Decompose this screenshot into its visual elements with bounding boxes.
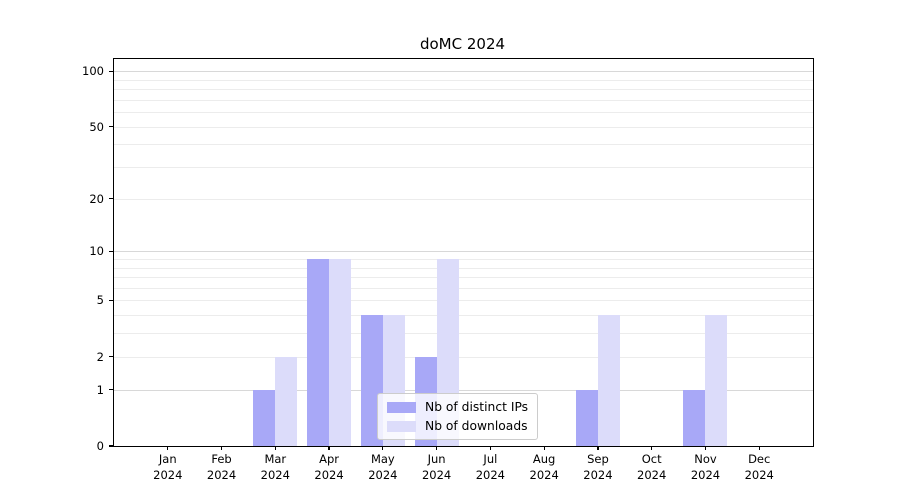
y-tick [109,299,113,302]
bar [683,389,706,446]
legend-item-downloads: Nb of downloads [387,419,528,433]
gridline-minor [114,267,813,269]
y-tick [109,389,113,391]
y-tick-label: 50 [89,119,104,134]
y-tick-label: 5 [96,293,104,308]
x-tick [651,446,653,450]
y-tick [109,198,113,200]
gridline-minor [114,167,813,169]
gridline-minor [114,144,813,146]
x-tick [704,446,707,450]
gridline-minor [114,99,813,101]
x-tick [436,446,438,450]
x-tick [489,446,491,450]
y-tick-label: 2 [96,349,104,364]
gridline-major [114,389,813,391]
gridline-minor [114,79,813,81]
y-tick [109,356,113,358]
x-tick [328,446,330,450]
x-tick-label: Feb 2024 [206,452,237,482]
legend-label: Nb of downloads [425,419,528,433]
x-tick [543,446,545,450]
x-tick [758,446,760,450]
bar [705,315,728,446]
x-tick-label: Jul 2024 [475,452,506,482]
gridline-minor [114,89,813,91]
gridline-minor [114,287,813,289]
gridline-minor [114,112,813,114]
bar [275,356,298,446]
x-tick-label: Mar 2024 [260,452,290,482]
gridline-minor [114,259,813,260]
bar [575,389,598,446]
y-tick-label: 1 [96,382,104,397]
x-tick-label: Dec 2024 [744,452,774,482]
x-tick-label: Jan 2024 [153,452,183,482]
gridline-minor [114,356,813,358]
x-tick-label: Jun 2024 [421,452,452,482]
x-tick [220,446,223,450]
plot-area: Jan 2024 Feb 2024 Mar 2024 Apr 2024 May 2024… [82,58,814,482]
y-tick-label: 10 [89,244,104,259]
gridline-minor [114,333,813,335]
chart-title: doMC 2024 [419,35,506,53]
legend-swatch-downloads [387,420,416,432]
gridline-major [114,71,813,73]
gridline-minor [114,198,813,200]
x-tick-label: Aug 2024 [529,452,559,482]
bar [597,315,620,446]
x-tick [274,446,276,450]
legend: Nb of distinct IPs Nb of downloads [377,393,539,440]
x-tick-label: May 2024 [368,452,398,482]
gridline-minor [114,277,813,279]
gridline-major [114,251,813,253]
gridline-minor [114,315,813,317]
x-tick-label: Apr 2024 [314,452,344,482]
bar [253,389,276,446]
gridline-minor [114,126,813,128]
x-tick-label: Oct 2024 [637,452,667,482]
x-tick-label: Nov 2024 [690,452,721,482]
legend-item-distinct-ips: Nb of distinct IPs [387,400,528,414]
x-tick [597,446,599,450]
bar [307,259,330,446]
x-tick [167,446,169,450]
gridline-minor [114,300,813,302]
legend-label: Nb of distinct IPs [425,400,529,414]
x-tick [382,446,384,450]
y-tick [109,126,113,128]
y-tick [109,250,113,252]
y-tick-label: 100 [82,64,104,79]
y-tick-label: 0 [96,439,104,453]
x-tick-label: Sep 2024 [583,452,613,482]
legend-swatch-distinct-ips [387,401,416,413]
y-tick [109,445,113,447]
y-tick [109,70,113,72]
y-tick-label: 20 [89,191,104,206]
bar [329,259,352,446]
